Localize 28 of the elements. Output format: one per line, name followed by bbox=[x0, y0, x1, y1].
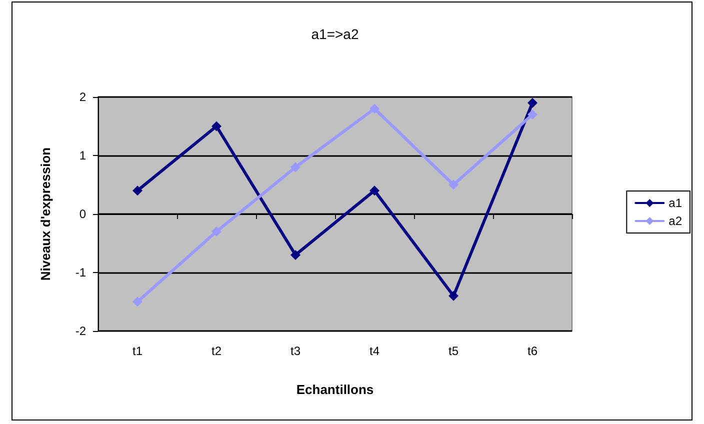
legend-label: a1 bbox=[668, 196, 682, 210]
point bbox=[448, 290, 458, 301]
x-axis-title: Echantillons bbox=[296, 382, 374, 397]
point bbox=[448, 180, 458, 190]
point bbox=[370, 186, 380, 196]
point bbox=[290, 250, 300, 260]
y-tick-label: -2 bbox=[75, 324, 86, 338]
x-tick-label: t6 bbox=[527, 344, 538, 358]
x-tick-label: t5 bbox=[448, 344, 459, 358]
y-tick-label: 1 bbox=[79, 148, 86, 162]
point bbox=[290, 162, 300, 172]
point bbox=[528, 98, 538, 108]
y-tick-label: -1 bbox=[75, 266, 86, 280]
point bbox=[132, 186, 142, 196]
y-axis-title: Niveaux d'expression bbox=[38, 147, 53, 281]
point bbox=[370, 104, 380, 114]
legend-label: a2 bbox=[668, 214, 682, 228]
point bbox=[528, 110, 538, 120]
y-tick-label: 0 bbox=[79, 207, 86, 221]
chart-title: a1=>a2 bbox=[311, 26, 359, 42]
point bbox=[212, 226, 222, 237]
point bbox=[212, 121, 222, 132]
x-tick-label: t3 bbox=[290, 344, 301, 358]
x-tick-label: t2 bbox=[211, 344, 222, 358]
x-tick-label: t1 bbox=[132, 344, 143, 358]
y-tick-label: 2 bbox=[79, 90, 86, 104]
x-tick-label: t4 bbox=[369, 344, 380, 358]
point bbox=[132, 296, 142, 307]
